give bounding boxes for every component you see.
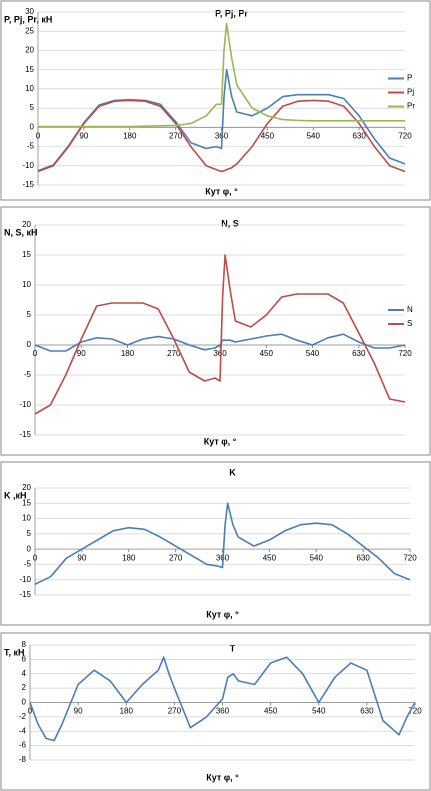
x-tick-label: 0 [33, 553, 38, 562]
y-tick-label: 0 [30, 122, 35, 131]
x-tick-label: 630 [356, 553, 370, 562]
x-tick-label: 540 [310, 553, 324, 562]
x-tick-label: 630 [360, 707, 374, 716]
y-tick-label: 10 [22, 514, 31, 523]
x-tick-label: 270 [168, 707, 182, 716]
x-tick-label: 90 [74, 707, 83, 716]
series-line [34, 254, 406, 415]
x-tick-label: 630 [352, 349, 366, 358]
y-axis-label: N, S, кН [4, 227, 38, 237]
y-tick-label: 20 [22, 483, 31, 492]
x-tick-label: 90 [77, 349, 86, 358]
y-tick-label: 15 [22, 250, 31, 259]
y-tick-label: -10 [22, 161, 34, 170]
chart-frame [0, 632, 431, 791]
x-axis-label: Кут φ, ° [205, 186, 238, 196]
legend-label: P [407, 74, 412, 83]
x-tick-label: 0 [33, 349, 38, 358]
chart-frame [0, 206, 431, 456]
x-tick-label: 90 [77, 553, 86, 562]
series-line [37, 99, 406, 173]
chart-title: T [230, 643, 236, 653]
y-tick-label: -5 [24, 560, 32, 569]
x-tick-label: 720 [403, 553, 417, 562]
x-tick-label: 540 [306, 349, 320, 358]
x-tick-label: 450 [263, 553, 277, 562]
x-tick-label: 720 [398, 349, 412, 358]
x-tick-label: 270 [169, 553, 183, 562]
y-tick-label: -2 [19, 712, 27, 721]
y-tick-label: -4 [19, 726, 27, 735]
x-tick-label: 180 [122, 553, 136, 562]
x-tick-label: 0 [28, 707, 33, 716]
y-tick-label: -10 [19, 575, 31, 584]
y-tick-label: 15 [22, 498, 31, 507]
y-tick-label: -5 [27, 142, 35, 151]
y-tick-label: 20 [25, 46, 34, 55]
x-tick-label: 450 [264, 707, 278, 716]
y-tick-label: 10 [25, 84, 34, 93]
x-tick-label: 180 [123, 131, 137, 140]
x-tick-label: 180 [120, 707, 134, 716]
series-line [34, 333, 406, 352]
y-tick-label: 15 [25, 65, 34, 74]
x-tick-label: 720 [408, 707, 422, 716]
x-tick-label: 0 [36, 131, 41, 140]
y-tick-label: 0 [27, 544, 32, 553]
y-tick-label: -6 [19, 741, 27, 750]
y-tick-label: -8 [19, 755, 27, 764]
chart-title: N, S [221, 218, 239, 228]
x-tick-label: 450 [260, 349, 274, 358]
y-tick-label: 6 [22, 654, 27, 663]
y-tick-label: 2 [22, 683, 27, 692]
y-tick-label: 8 [22, 640, 27, 649]
chart-frame [0, 461, 431, 626]
legend-label: S [407, 319, 412, 328]
x-axis-label: Кут φ, ° [206, 609, 239, 619]
y-tick-label: -5 [24, 370, 32, 379]
y-tick-label: -15 [22, 180, 34, 189]
x-axis-label: Кут φ, ° [204, 436, 237, 446]
x-tick-label: 540 [312, 707, 326, 716]
y-axis-label: T, кН [4, 647, 25, 657]
x-tick-label: 180 [121, 349, 135, 358]
y-tick-label: 20 [22, 220, 31, 229]
series-line [37, 68, 406, 172]
y-tick-label: -10 [19, 400, 31, 409]
y-tick-label: 10 [22, 280, 31, 289]
x-tick-label: 270 [169, 131, 183, 140]
x-tick-label: 360 [216, 707, 230, 716]
x-axis-label: Кут φ, ° [206, 772, 239, 782]
y-tick-label: 5 [27, 529, 32, 538]
legend-label: Pj [407, 88, 414, 97]
y-tick-label: 4 [22, 669, 27, 678]
series-line [29, 656, 416, 742]
x-tick-label: 90 [79, 131, 88, 140]
y-tick-label: -15 [19, 590, 31, 599]
chart-title: P, Pj, Pr [215, 8, 248, 18]
y-tick-label: 25 [25, 26, 34, 35]
y-tick-label: 0 [27, 340, 32, 349]
y-tick-label: 5 [27, 310, 32, 319]
y-tick-label: -15 [19, 430, 31, 439]
y-tick-label: 30 [25, 7, 34, 16]
y-axis-label: P, Pj, Pr, кН [4, 14, 52, 24]
y-axis-label: K ,кН [4, 490, 27, 500]
x-tick-label: 540 [307, 131, 321, 140]
x-tick-label: 450 [261, 131, 275, 140]
legend-label: N [407, 305, 413, 314]
x-tick-label: 270 [167, 349, 181, 358]
x-tick-label: 630 [352, 131, 366, 140]
legend-label: Pr [407, 102, 415, 111]
y-tick-label: 0 [22, 698, 27, 707]
series-line [34, 502, 411, 586]
series-line [38, 22, 405, 128]
chart-title: K [229, 467, 236, 477]
x-tick-label: 720 [398, 131, 412, 140]
y-tick-label: 5 [30, 103, 35, 112]
chart-frame [0, 0, 431, 201]
